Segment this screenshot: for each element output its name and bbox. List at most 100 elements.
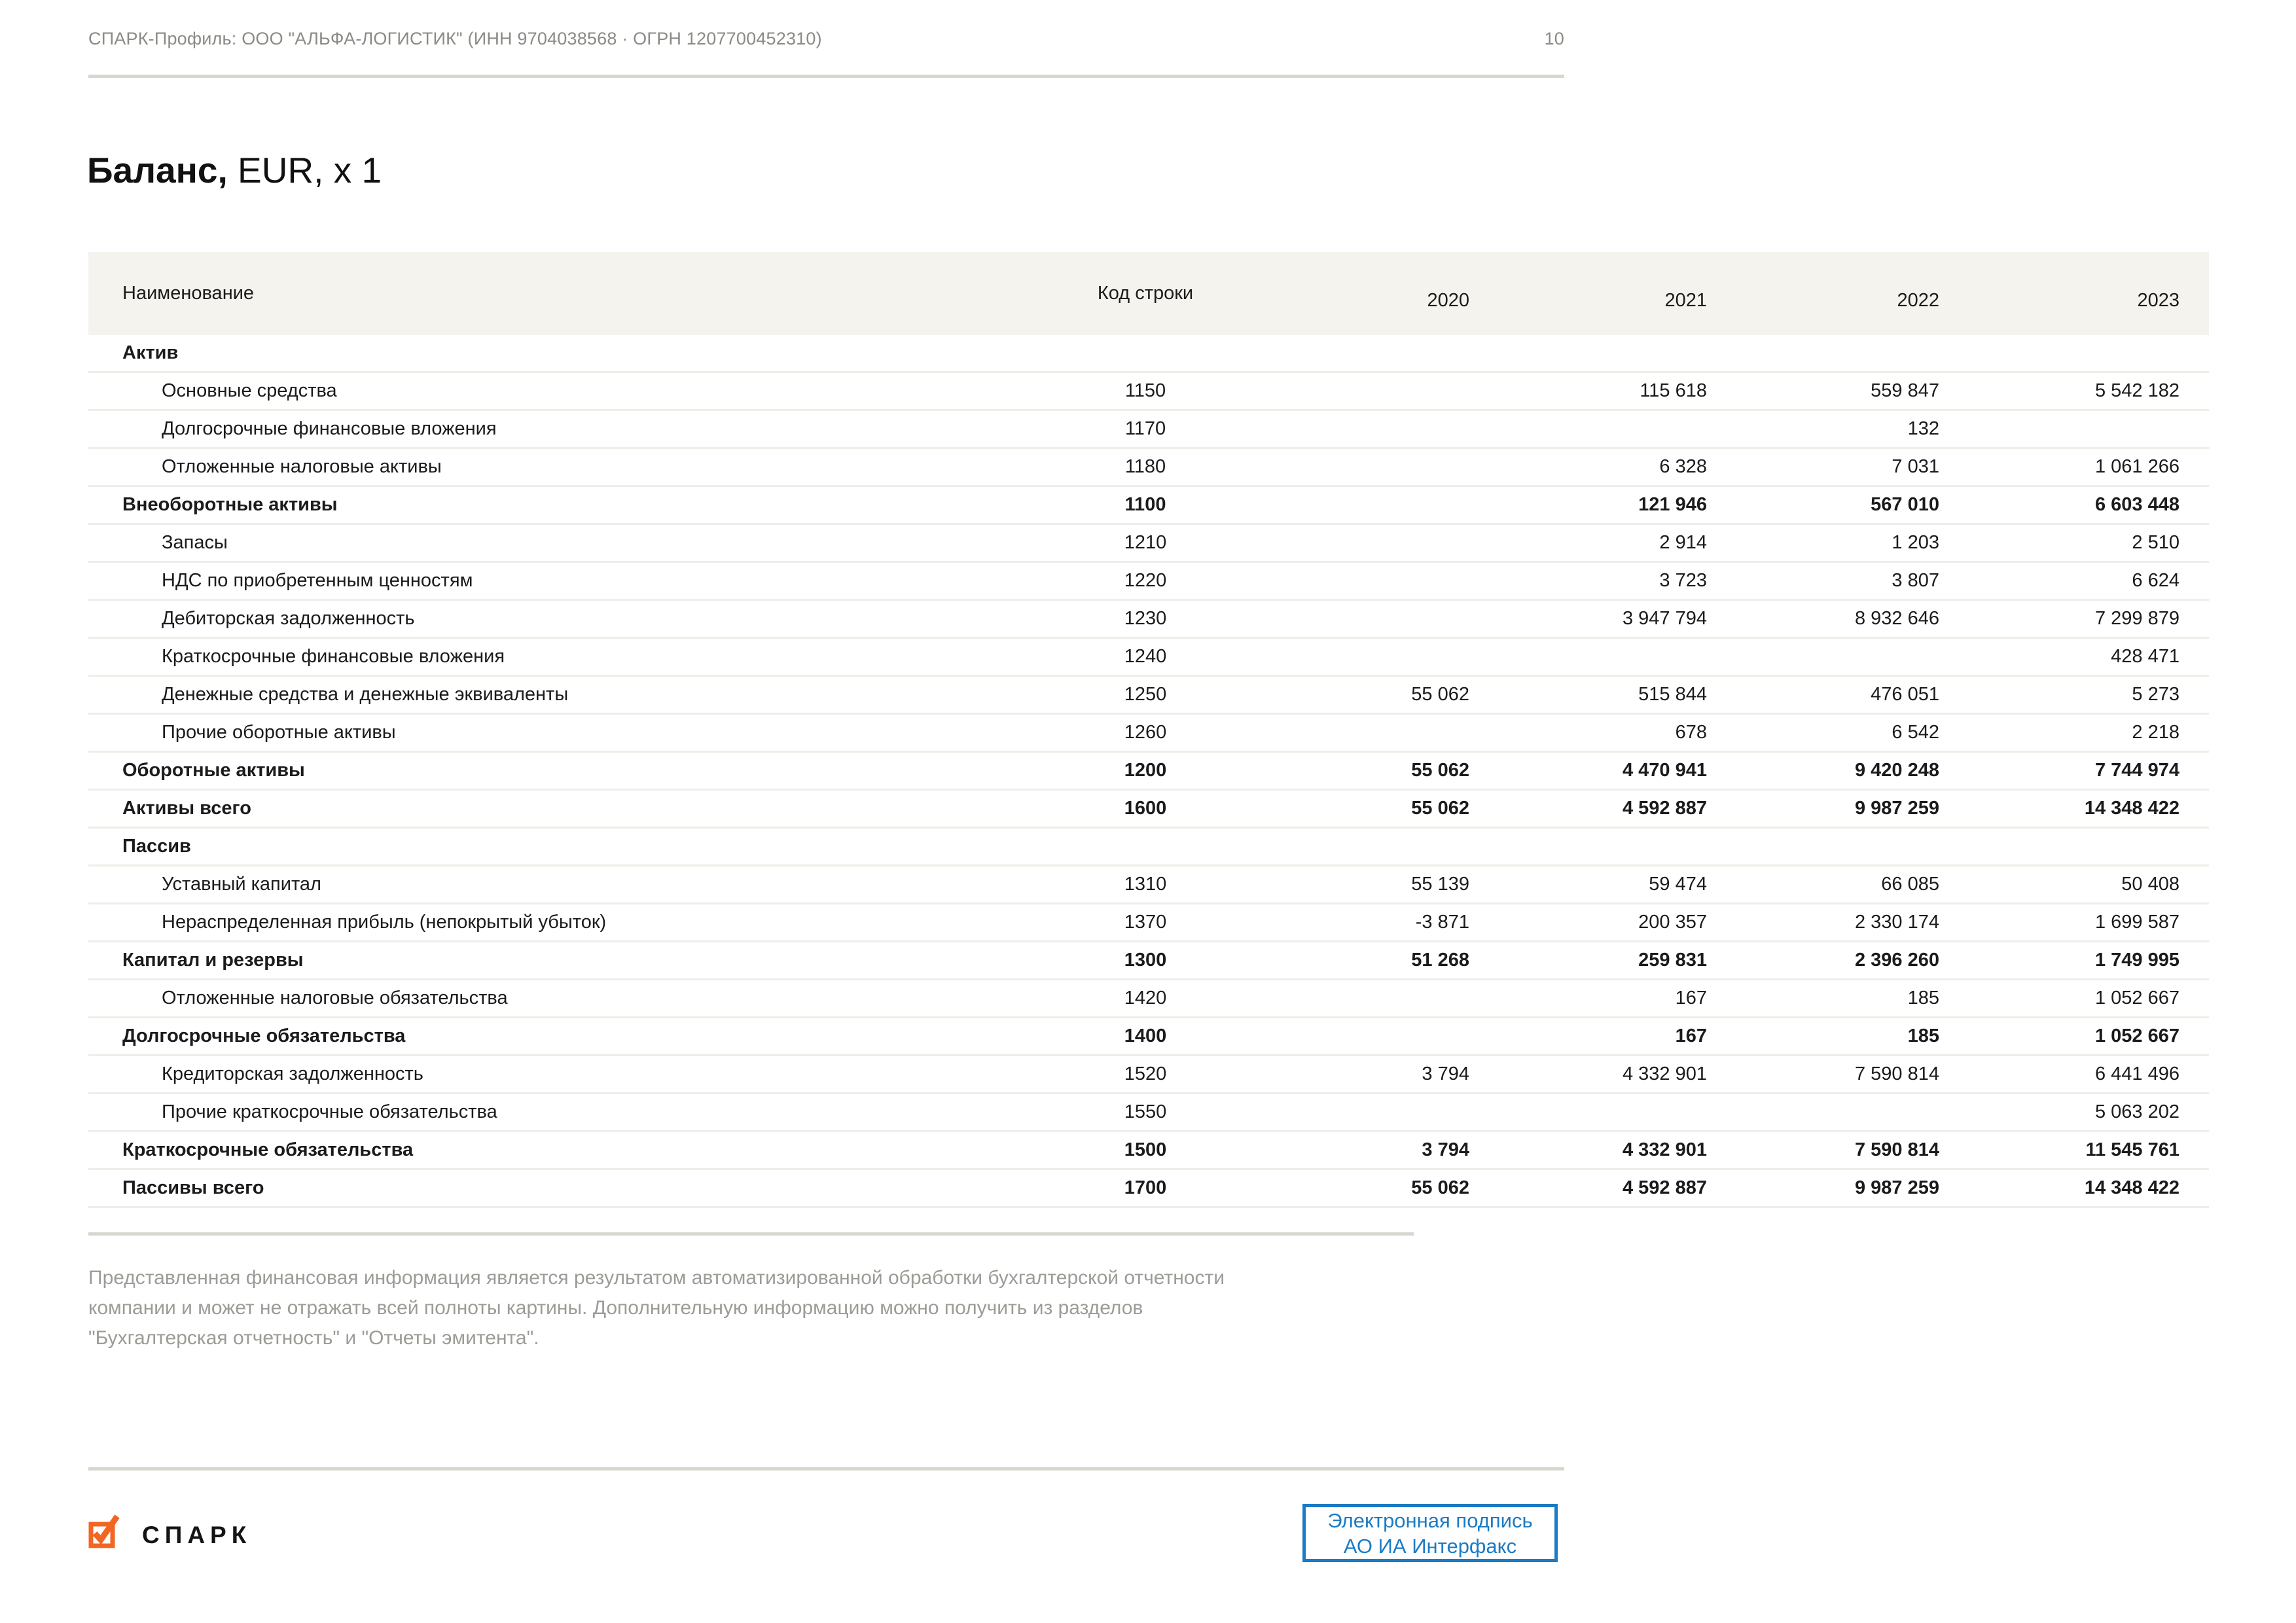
row-value-2020: [1217, 524, 1469, 563]
row-code: 1180: [1073, 448, 1217, 487]
row-value-2023: 7 744 974: [1939, 751, 2209, 791]
row-code: 1100: [1073, 486, 1217, 525]
row-value-2023: 5 273: [1939, 675, 2209, 715]
table-row: Дебиторская задолженность 1230 3 947 794 8 …: [88, 599, 2209, 639]
table-row: Активы всего 1600 55 062 4 592 887 9 987 259…: [88, 789, 2209, 829]
row-value-2021: 515 844: [1469, 675, 1707, 715]
table-row: Отложенные налоговые активы 1180 6 328 7 03…: [88, 448, 2209, 487]
row-value-2020: [1217, 599, 1469, 639]
row-value-2023: 1 749 995: [1939, 941, 2209, 980]
row-value-2021: [1469, 827, 1707, 866]
table-row: Прочие оборотные активы 1260 678 6 542 2 218: [88, 713, 2209, 753]
disclaimer-divider: [88, 1232, 1414, 1236]
row-value-2021: 115 618: [1469, 372, 1707, 411]
table-row: Запасы 1210 2 914 1 203 2 510: [88, 524, 2209, 563]
row-label: Прочие оборотные активы: [88, 713, 1073, 753]
row-value-2023: [1939, 410, 2209, 449]
row-label: Активы всего: [88, 789, 1073, 829]
row-value-2023: 6 603 448: [1939, 486, 2209, 525]
row-value-2023: 5 542 182: [1939, 372, 2209, 411]
row-value-2022: 3 807: [1707, 562, 1939, 601]
row-label: Дебиторская задолженность: [88, 599, 1073, 639]
table-row: Пассивы всего 1700 55 062 4 592 887 9 987 25…: [88, 1169, 2209, 1208]
column-header-name: Наименование: [88, 252, 1073, 335]
row-code: 1250: [1073, 675, 1217, 715]
row-value-2020: 55 062: [1217, 675, 1469, 715]
row-value-2023: 50 408: [1939, 865, 2209, 904]
table-row: Долгосрочные финансовые вложения 1170 132: [88, 410, 2209, 449]
spark-logo: СПАРК: [87, 1512, 251, 1550]
row-value-2022: [1707, 637, 1939, 677]
balance-table-body: Актив Основные средства 1150 115 618 559 847…: [88, 335, 2209, 1208]
row-value-2022: 185: [1707, 979, 1939, 1018]
row-code: 1170: [1073, 410, 1217, 449]
row-label: Долгосрочные финансовые вложения: [88, 410, 1073, 449]
row-value-2021: 4 332 901: [1469, 1055, 1707, 1094]
row-value-2022: 476 051: [1707, 675, 1939, 715]
row-value-2021: 167: [1469, 979, 1707, 1018]
row-value-2023: 14 348 422: [1939, 789, 2209, 829]
row-value-2022: 2 330 174: [1707, 903, 1939, 942]
row-value-2020: [1217, 1017, 1469, 1056]
row-value-2023: 5 063 202: [1939, 1093, 2209, 1132]
row-value-2023: 6 441 496: [1939, 1055, 2209, 1094]
row-code: 1550: [1073, 1093, 1217, 1132]
row-value-2022: 9 987 259: [1707, 1169, 1939, 1208]
row-value-2021: 167: [1469, 1017, 1707, 1056]
row-label: Краткосрочные обязательства: [88, 1131, 1073, 1170]
row-value-2022: 132: [1707, 410, 1939, 449]
page-title: Баланс, EUR, x 1: [87, 149, 382, 191]
page-title-suffix: EUR, x 1: [227, 150, 382, 190]
page-number: 10: [1544, 29, 1564, 48]
section-row: Пассив: [88, 827, 2209, 866]
disclaimer-text: Представленная финансовая информация явл…: [88, 1267, 1225, 1349]
row-label: НДС по приобретенным ценностям: [88, 562, 1073, 601]
column-header-2020: 2020: [1217, 252, 1469, 335]
row-value-2021: 59 474: [1469, 865, 1707, 904]
row-value-2020: 55 139: [1217, 865, 1469, 904]
page-title-main: Баланс,: [87, 150, 228, 190]
table-row: Краткосрочные обязательства 1500 3 794 4 33…: [88, 1131, 2209, 1170]
table-row: Кредиторская задолженность 1520 3 794 4 332…: [88, 1055, 2209, 1094]
row-value-2021: [1469, 410, 1707, 449]
row-value-2020: 55 062: [1217, 1169, 1469, 1208]
table-row: Нераспределенная прибыль (непокрытый убы…: [88, 903, 2209, 942]
row-value-2022: 567 010: [1707, 486, 1939, 525]
row-value-2021: 4 592 887: [1469, 1169, 1707, 1208]
table-row: Уставный капитал 1310 55 139 59 474 66 085 50…: [88, 865, 2209, 904]
row-code: 1420: [1073, 979, 1217, 1018]
electronic-signature-badge: Электронная подпись АО ИА Интерфакс: [1302, 1504, 1558, 1562]
row-value-2020: [1217, 448, 1469, 487]
row-code: 1150: [1073, 372, 1217, 411]
header-row: Наименование Код строки 2020 2021 2022 2…: [88, 252, 2209, 335]
row-value-2021: 3 947 794: [1469, 599, 1707, 639]
row-value-2022: 7 031: [1707, 448, 1939, 487]
row-value-2023: 14 348 422: [1939, 1169, 2209, 1208]
row-value-2023: 1 052 667: [1939, 979, 2209, 1018]
row-value-2022: 185: [1707, 1017, 1939, 1056]
row-code: 1230: [1073, 599, 1217, 639]
row-value-2022: 6 542: [1707, 713, 1939, 753]
balance-table: Наименование Код строки 2020 2021 2022 2…: [88, 252, 2209, 1208]
table-row: Основные средства 1150 115 618 559 847 5 542…: [88, 372, 2209, 411]
table-row: Краткосрочные финансовые вложения 1240 428…: [88, 637, 2209, 677]
row-value-2020: 55 062: [1217, 751, 1469, 791]
row-code: 1310: [1073, 865, 1217, 904]
row-label: Пассивы всего: [88, 1169, 1073, 1208]
row-value-2023: 7 299 879: [1939, 599, 2209, 639]
column-header-2023: 2023: [1939, 252, 2209, 335]
row-value-2023: 1 699 587: [1939, 903, 2209, 942]
row-value-2021: 200 357: [1469, 903, 1707, 942]
row-code: 1400: [1073, 1017, 1217, 1056]
balance-table-header: Наименование Код строки 2020 2021 2022 2…: [88, 252, 2209, 335]
row-value-2022: [1707, 335, 1939, 373]
row-value-2021: 4 592 887: [1469, 789, 1707, 829]
column-header-code: Код строки: [1073, 252, 1217, 335]
row-value-2021: [1469, 335, 1707, 373]
row-value-2020: [1217, 486, 1469, 525]
row-value-2020: [1217, 637, 1469, 677]
row-value-2022: [1707, 827, 1939, 866]
row-code: 1500: [1073, 1131, 1217, 1170]
row-value-2022: [1707, 1093, 1939, 1132]
